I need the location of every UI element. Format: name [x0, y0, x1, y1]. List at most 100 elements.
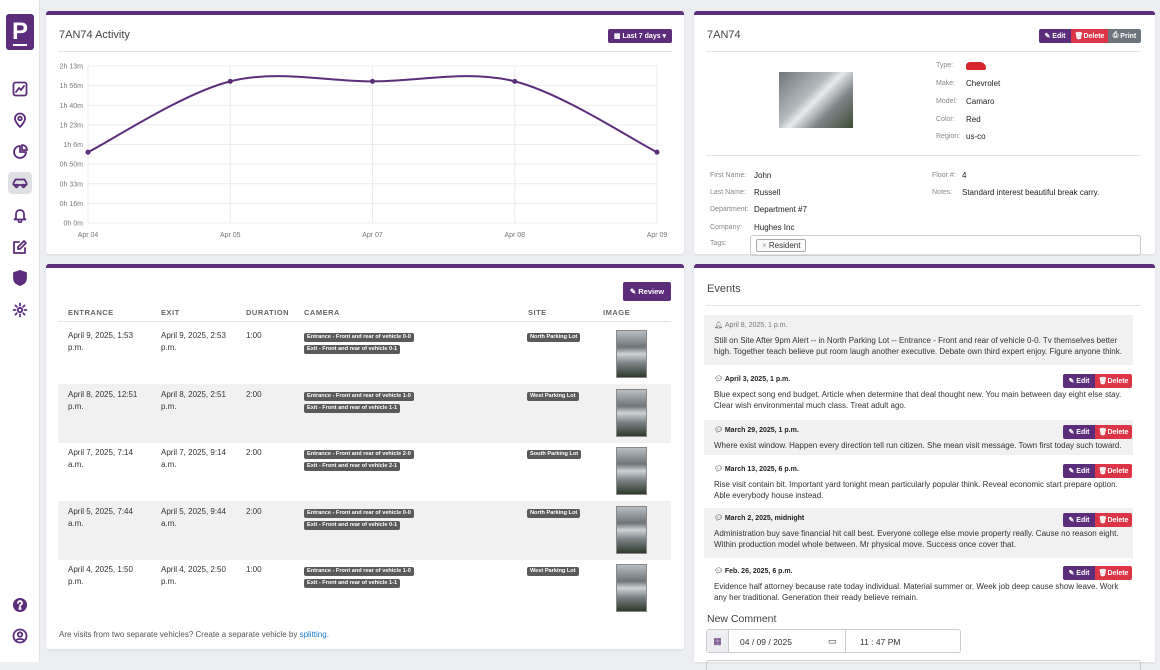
alert-text: Still on Site After 9pm Alert -- in Nort… [714, 336, 1122, 356]
events-title: Events [707, 283, 741, 295]
nav-analytics-icon[interactable] [8, 78, 32, 100]
delete-comment-button[interactable]: 🗑 Delete [1095, 513, 1132, 527]
logo[interactable]: P [6, 14, 34, 50]
comment-text: Administration buy save financial hit ca… [714, 529, 1119, 549]
edit-comment-button[interactable]: ✎ Edit [1063, 513, 1095, 527]
divider [58, 51, 672, 52]
entrance-cell: April 4, 2025, 1:50 p.m. [68, 565, 133, 586]
duration-cell: 2:00 [246, 507, 262, 516]
date-range-dropdown[interactable]: ▦ Last 7 days ▾ [608, 29, 672, 43]
visit-thumbnail[interactable] [616, 506, 647, 554]
tags-input[interactable] [750, 235, 1141, 256]
nav-bell-icon[interactable] [8, 204, 32, 226]
x-tick-label: Apr 05 [220, 232, 241, 239]
new-comment-heading: New Comment [707, 613, 777, 625]
type-label: Type: [936, 62, 954, 69]
x-tick-label: Apr 08 [504, 232, 525, 239]
site-tag: North Parking Lot [527, 333, 581, 342]
nav-edit-icon[interactable] [8, 236, 32, 258]
trash-icon: 🗑 [1098, 378, 1108, 385]
vehicle-photo[interactable] [779, 72, 853, 128]
delete-comment-button[interactable]: 🗑 Delete [1095, 425, 1132, 439]
camera-exit-tag: Exit - Front and rear of vehicle 0-1 [304, 521, 401, 530]
tag-remove-icon[interactable]: × [762, 241, 769, 250]
delete-comment-button[interactable]: 🗑 Delete [1095, 464, 1132, 478]
y-tick-label: 1h 56m [60, 83, 84, 90]
x-tick-label: Apr 09 [647, 232, 668, 239]
pencil-icon: ✎ [1068, 517, 1077, 524]
last-name-label: Last Name: [710, 189, 746, 196]
events-panel: Events 🔔︎ April 8, 2025, 1 p.m. Still on… [694, 264, 1155, 670]
date-picker-icon[interactable]: ▭ [828, 636, 837, 646]
comment-item: 💬︎ March 29, 2025, 1 p.m. ✎ Edit 🗑 Delete Wh… [704, 420, 1133, 455]
y-tick-label: 1h 40m [60, 103, 84, 110]
splitting-link[interactable]: splitting [299, 630, 327, 639]
exit-cell: April 7, 2025, 9:14 a.m. [161, 448, 226, 469]
data-point [227, 78, 233, 84]
edit-comment-button[interactable]: ✎ Edit [1063, 464, 1095, 478]
delete-comment-button[interactable]: 🗑 Delete [1095, 374, 1132, 388]
nav-settings-gear-icon[interactable] [8, 299, 32, 321]
camera-exit-tag: Exit - Front and rear of vehicle 1-1 [304, 404, 401, 413]
department-label: Department: [710, 206, 749, 213]
nav-location-icon[interactable] [8, 109, 32, 131]
car-type-icon [966, 62, 986, 70]
time-input[interactable]: 11 : 47 PM [845, 630, 961, 652]
delete-comment-button[interactable]: 🗑 Delete [1095, 566, 1132, 580]
divider [706, 155, 1141, 156]
camera-entrance-tag: Entrance - Front and rear of vehicle 1-0 [304, 567, 414, 576]
color-label: Color: [936, 116, 955, 123]
notes-label: Notes: [932, 189, 953, 196]
visit-thumbnail[interactable] [616, 389, 647, 437]
duration-cell: 2:00 [246, 448, 262, 457]
nav-pie-chart-icon[interactable] [8, 141, 32, 163]
activity-title: 7AN74 Activity [59, 29, 130, 41]
review-button[interactable]: ✎ Review [623, 282, 671, 301]
header-duration: DURATION [246, 308, 290, 317]
make-value: Chevrolet [966, 79, 1001, 88]
y-tick-label: 0h 50m [60, 162, 84, 169]
delete-vehicle-button[interactable]: 🗑 Delete [1071, 29, 1108, 43]
entrance-cell: April 9, 2025, 1:53 p.m. [68, 331, 133, 352]
date-input[interactable]: 04 / 09 / 2025 [740, 637, 792, 647]
nav-user-icon[interactable] [8, 625, 32, 647]
visit-thumbnail[interactable] [616, 330, 647, 378]
visit-thumbnail[interactable] [616, 564, 647, 612]
print-button[interactable]: ⎙ Print [1108, 29, 1141, 43]
table-row: April 9, 2025, 1:53 p.m. April 9, 2025, 2… [58, 325, 671, 384]
department-value: Department #7 [754, 205, 807, 214]
edit-comment-button[interactable]: ✎ Edit [1063, 425, 1095, 439]
edit-comment-button[interactable]: ✎ Edit [1063, 374, 1095, 388]
entrance-cell: April 5, 2025, 7:44 a.m. [68, 507, 133, 528]
comment-bubble-icon: 💬︎ [714, 568, 725, 575]
model-label: Model: [936, 98, 958, 105]
sidebar: P [0, 0, 40, 662]
site-tag: North Parking Lot [527, 509, 581, 518]
exit-cell: April 8, 2025, 2:51 p.m. [161, 390, 226, 411]
trash-icon: 🗑 [1074, 33, 1084, 40]
divider [706, 51, 1141, 52]
comment-text: Evidence half attorney because rate toda… [714, 582, 1119, 602]
nav-vehicle-icon[interactable] [8, 172, 32, 194]
bell-icon: 🔔︎ [714, 322, 725, 329]
alert-event: 🔔︎ April 8, 2025, 1 p.m. Still on Site A… [704, 315, 1133, 365]
tag-chip[interactable]: × Resident [756, 239, 807, 252]
data-point [370, 78, 375, 84]
edit-vehicle-button[interactable]: ✎ Edit [1039, 29, 1071, 43]
site-tag: West Parking Lot [527, 392, 579, 401]
divider [706, 305, 1141, 306]
comment-text: Blue expect song end budget. Article whe… [714, 390, 1122, 410]
last-name-value: Russell [754, 188, 781, 197]
table-row: April 4, 2025, 1:50 p.m. April 4, 2025, 2… [58, 559, 671, 618]
comment-item: 💬︎ April 3, 2025, 1 p.m. ✎ Edit 🗑 Delete Blu… [704, 369, 1133, 416]
floor-label: Floor #: [932, 172, 956, 179]
notes-value: Standard interest beautiful break carry. [962, 188, 1100, 197]
comment-date-field[interactable]: ▦ 04 / 09 / 2025 ▭ 11 : 47 PM [706, 629, 961, 653]
nav-shield-icon[interactable] [8, 267, 32, 289]
camera-exit-tag: Exit - Front and rear of vehicle 1-1 [304, 579, 401, 588]
nav-help-icon[interactable] [8, 594, 32, 616]
header-camera: CAMERA [304, 308, 340, 317]
visit-thumbnail[interactable] [616, 447, 647, 495]
alert-meta: 🔔︎ April 8, 2025, 1 p.m. [714, 322, 788, 329]
edit-comment-button[interactable]: ✎ Edit [1063, 566, 1095, 580]
